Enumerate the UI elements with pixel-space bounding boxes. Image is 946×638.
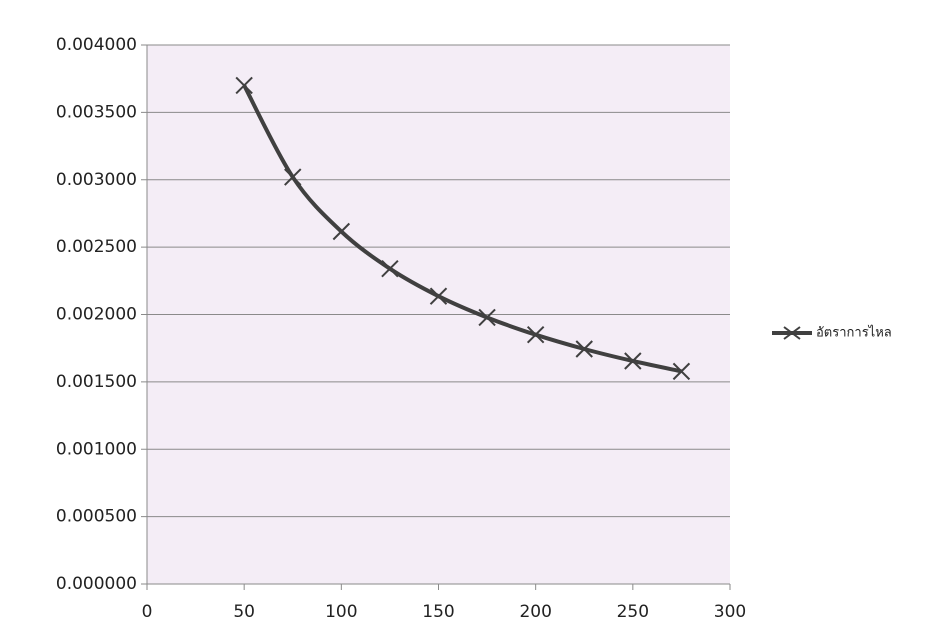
page: {"chart_data": {"type": "line", "x": [50… [0,0,946,638]
x-tick-label: 150 [422,602,454,622]
y-tick-label: 0.001000 [56,439,137,459]
y-tick-label: 0.001500 [56,372,137,392]
x-tick-label: 200 [519,602,551,622]
legend-label: อัตราการไหล [816,325,892,341]
x-tick-label: 50 [233,602,255,622]
y-tick-label: 0.004000 [56,35,137,55]
x-tick-label: 250 [617,602,649,622]
x-tick-label: 0 [142,602,153,622]
y-tick-label: 0.003500 [56,102,137,122]
y-tick-label: 0.002000 [56,305,137,325]
x-tick-label: 300 [714,602,746,622]
chart: 0.000000 0.000500 0.001000 0.001500 0.002000… [0,0,946,638]
y-tick-label: 0.002500 [56,237,137,257]
y-tick-label: 0.003000 [56,170,137,190]
y-tick-label: 0.000000 [56,574,137,594]
x-tick-label: 100 [325,602,357,622]
y-tick-label: 0.000500 [56,507,137,527]
